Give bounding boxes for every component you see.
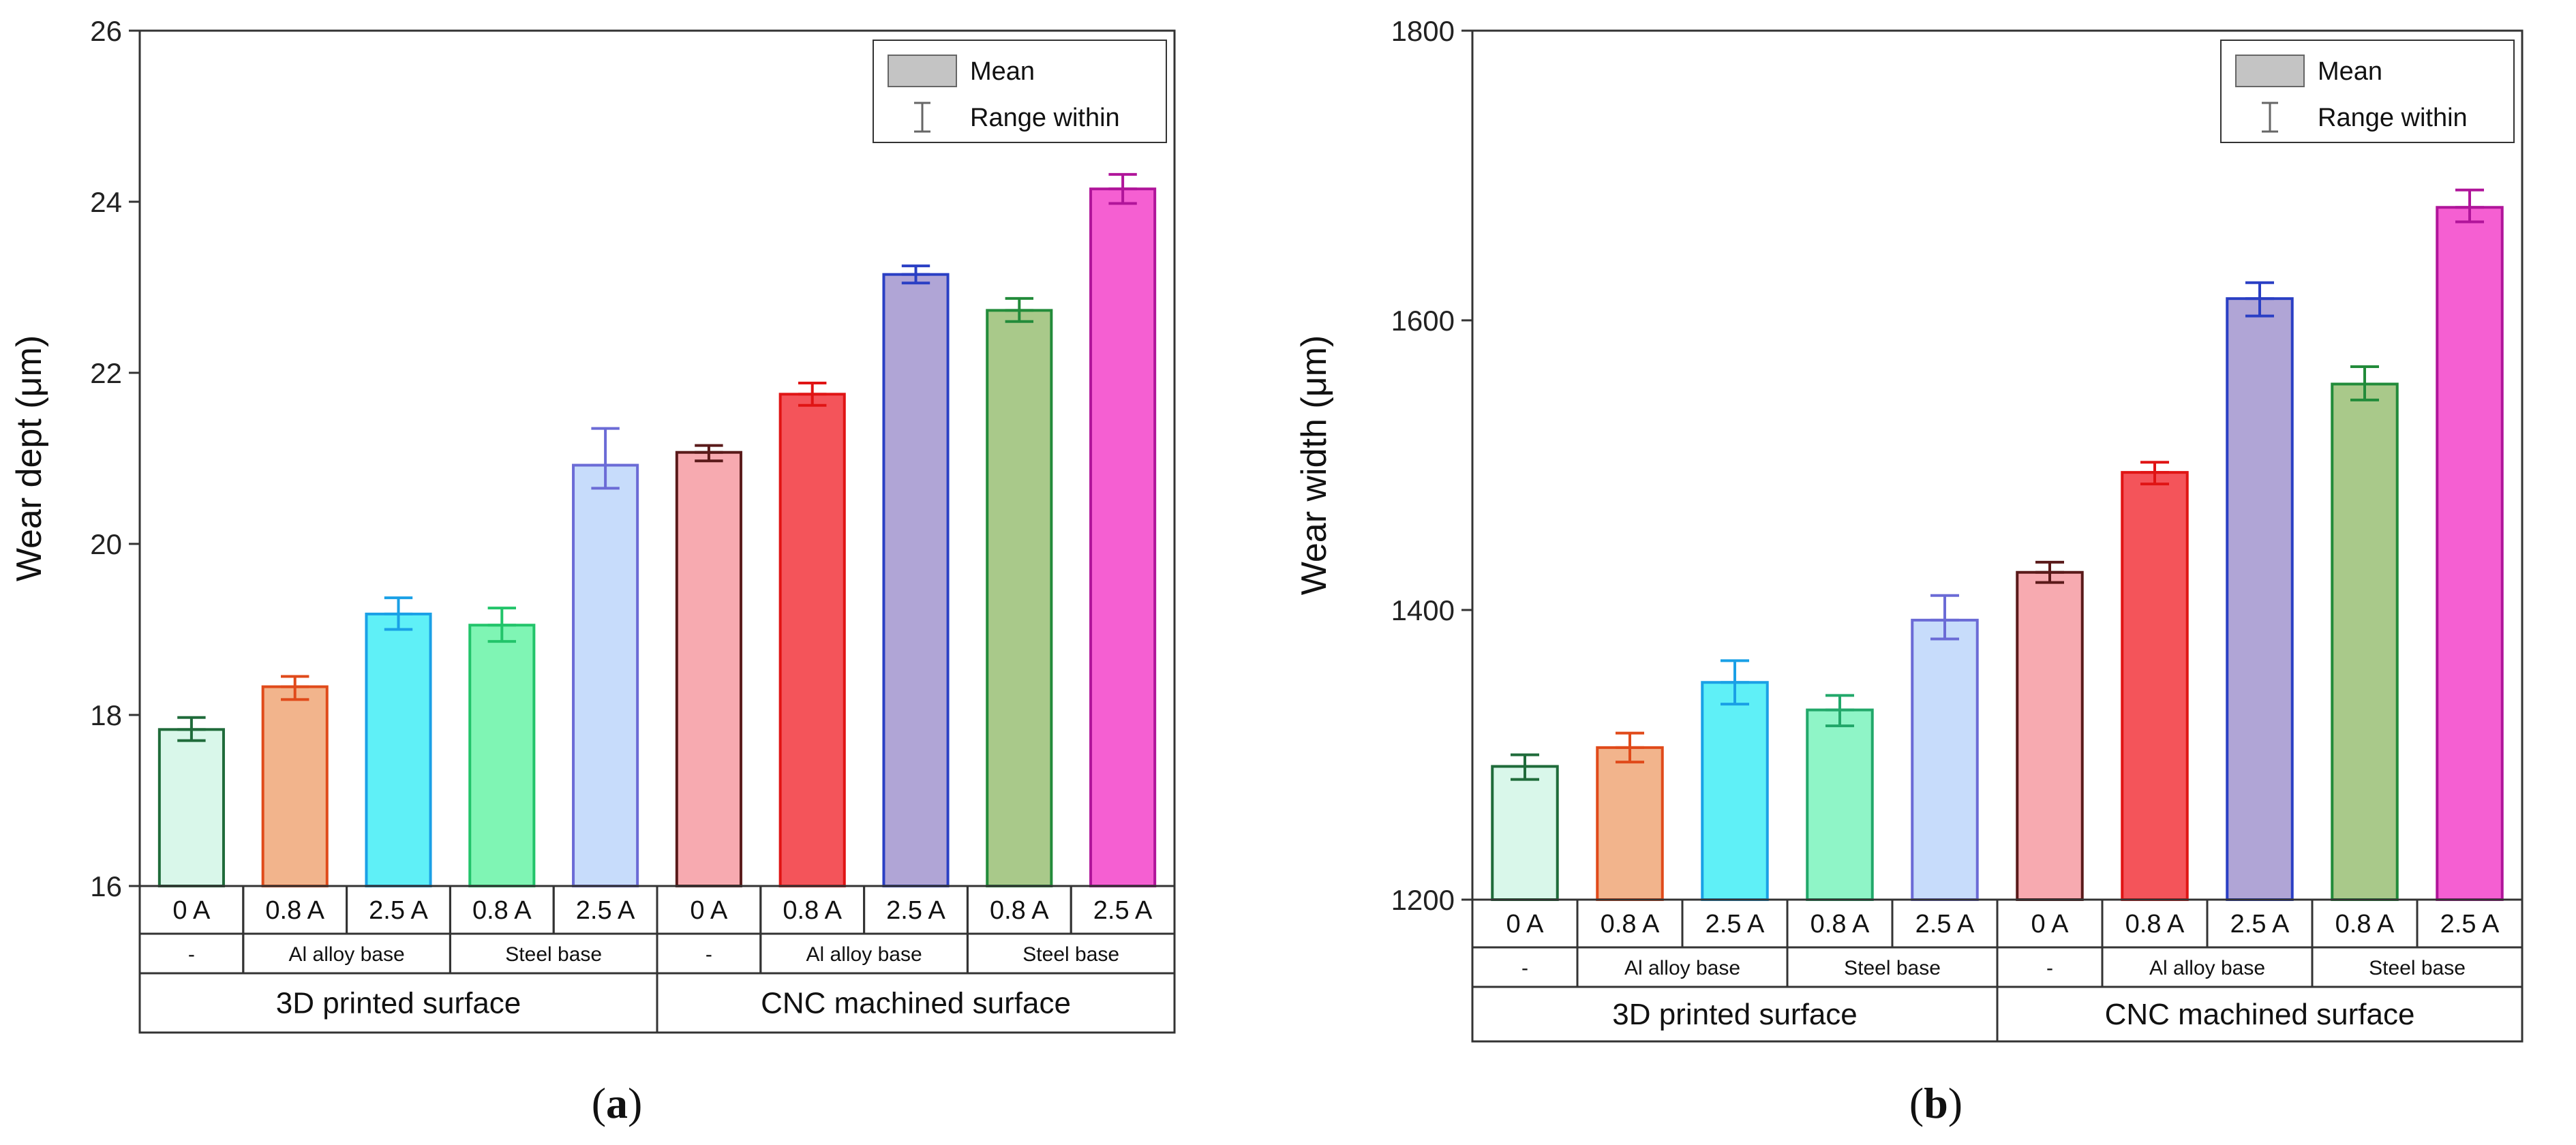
caption-open: ( [1909, 1079, 1924, 1127]
bar [1596, 746, 1664, 901]
bar [2226, 297, 2294, 901]
base-label: - [188, 943, 195, 966]
y-tick-label: 22 [90, 357, 122, 389]
base-label: Al alloy base [1624, 957, 1740, 979]
panel-caption: (a) [592, 1079, 643, 1127]
current-label: 0.8 A [783, 896, 842, 925]
current-label: 0 A [690, 896, 728, 925]
bar [365, 612, 432, 887]
base-label: Al alloy base [289, 943, 405, 966]
current-label: 2.5 A [886, 896, 945, 925]
legend-mean-label: Mean [970, 57, 1035, 86]
current-label: 0.8 A [1601, 910, 1660, 938]
bar [1089, 187, 1157, 887]
base-label: Steel base [1844, 957, 1941, 979]
base-label: Steel base [505, 943, 602, 966]
surface-label: CNC machined surface [2105, 998, 2415, 1031]
current-label: 0 A [1506, 910, 1545, 938]
y-tick-label: 20 [90, 528, 122, 560]
caption-close: ) [628, 1079, 642, 1127]
bar [2016, 570, 2084, 901]
bar [157, 728, 225, 887]
legend-range-label: Range within [2318, 104, 2468, 132]
bar [2436, 206, 2504, 901]
current-label: 0.8 A [472, 896, 532, 925]
base-label: Steel base [1022, 943, 1119, 966]
y-axis-title: Wear dept (μm) [10, 335, 49, 581]
surface-cell [1996, 986, 2524, 1043]
current-label: 0.8 A [1810, 910, 1870, 938]
legend-mean-swatch [888, 55, 957, 87]
panel-caption: (b) [1909, 1079, 1963, 1127]
panel-a: 16 18 20 22 24 26 Wear dept (μm) 0 A 0.8 A 2.5 A 0… [10, 15, 1176, 1127]
y-tick-label: 24 [90, 186, 122, 218]
base-label: - [706, 943, 712, 966]
current-label: 2.5 A [2230, 910, 2290, 938]
current-label: 2.5 A [1706, 910, 1765, 938]
panel-b: 1200 1400 1600 1800 Wear width (μm) 0 A 0.8 A 2… [1294, 15, 2524, 1127]
bar [1911, 618, 1979, 901]
legend-mean-swatch [2235, 55, 2305, 87]
current-label: 0.8 A [2125, 910, 2185, 938]
bar [2331, 382, 2399, 901]
bar [261, 685, 329, 888]
y-tick-label: 18 [90, 699, 122, 731]
bar [882, 273, 950, 887]
legend-range-label: Range within [970, 104, 1120, 132]
surface-label: CNC machined surface [761, 987, 1071, 1020]
bar [1701, 681, 1769, 901]
current-label: 0 A [2031, 910, 2070, 938]
current-label: 2.5 A [1093, 896, 1153, 925]
y-tick-label: 1200 [1391, 884, 1455, 916]
y-tick-label: 16 [90, 870, 122, 902]
current-label: 0 A [172, 896, 211, 925]
current-label: 2.5 A [576, 896, 635, 925]
current-label: 2.5 A [369, 896, 428, 925]
bar [778, 393, 846, 887]
bar [675, 451, 742, 887]
bar [986, 309, 1053, 887]
bar [572, 463, 639, 887]
surface-label: 3D printed surface [276, 987, 521, 1020]
caption-open: ( [592, 1079, 606, 1127]
surface-cell [656, 972, 1176, 1034]
base-label: Steel base [2369, 957, 2466, 979]
y-axis-title: Wear width (μm) [1294, 335, 1334, 596]
bar [1491, 765, 1559, 901]
bar [1806, 708, 1874, 901]
caption-letter: b [1924, 1079, 1948, 1127]
bar [2121, 471, 2189, 901]
current-label: 2.5 A [2440, 910, 2500, 938]
y-tick-label: 26 [90, 15, 122, 47]
y-tick-label: 1400 [1391, 594, 1455, 626]
current-label: 0.8 A [990, 896, 1049, 925]
y-tick-label: 1800 [1391, 15, 1455, 47]
current-label: 0.8 A [265, 896, 324, 925]
surface-label: 3D printed surface [1612, 998, 1858, 1031]
base-label: - [1521, 957, 1528, 979]
base-label: - [2046, 957, 2053, 979]
caption-close: ) [1948, 1079, 1963, 1127]
bar [468, 624, 536, 887]
current-label: 0.8 A [2335, 910, 2395, 938]
current-label: 2.5 A [1915, 910, 1975, 938]
y-tick-label: 1600 [1391, 305, 1455, 337]
base-label: Al alloy base [806, 943, 922, 966]
legend-mean-label: Mean [2318, 57, 2382, 86]
base-label: Al alloy base [2149, 957, 2265, 979]
caption-letter: a [606, 1079, 628, 1127]
